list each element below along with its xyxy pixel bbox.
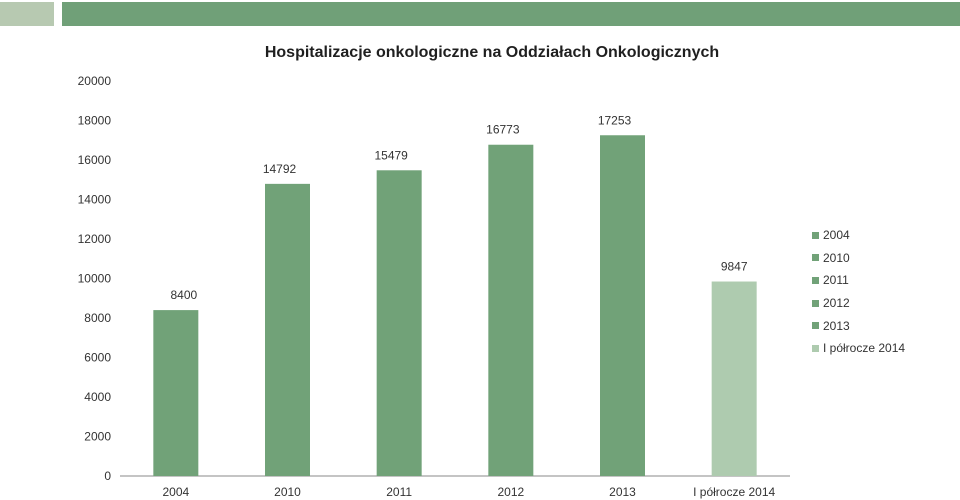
y-tick-label: 0 [104,469,111,483]
bar-2004 [153,310,199,476]
y-tick-label: 8000 [84,311,111,325]
legend-label: I półrocze 2014 [823,341,906,356]
header-banner-left [0,2,54,26]
bars-group: 8400 14792 15479 16773 17253 9847 [153,113,757,477]
data-label: 9847 [721,260,748,274]
legend-swatch [812,276,819,284]
legend-label: 2013 [823,318,850,333]
legend-swatch [812,254,819,262]
header-banner-right [62,2,960,26]
bar-i-półrocze-2014 [711,281,757,476]
x-tick-label: 2013 [609,485,636,499]
legend-swatch [812,344,819,352]
legend-item: 2012 [812,292,905,315]
bar-2013 [600,135,645,477]
data-label: 8400 [170,288,197,302]
legend-swatch [812,322,819,330]
y-tick-label: 20000 [78,74,112,88]
x-tick-label: 2010 [274,485,301,499]
legend-item: 2004 [812,224,905,247]
data-label: 16773 [486,123,520,137]
legend-swatch [812,299,819,307]
legend-label: 2011 [823,273,849,288]
bar-2011 [376,170,422,477]
y-tick-label: 4000 [84,390,111,404]
y-tick-label: 18000 [78,114,112,128]
y-tick-label: 12000 [78,232,112,246]
x-tick-label: 2012 [497,485,524,499]
chart-title: Hospitalizacje onkologiczne na Oddziałac… [264,44,720,61]
legend-item: 2010 [812,247,905,270]
legend-label: 2004 [823,228,850,243]
x-tick-label: 2004 [162,485,189,499]
legend-swatch [812,231,819,239]
y-axis-ticks: 0 2000 4000 6000 8000 10000 12000 14000 16000 180… [78,74,112,483]
legend-label: 2012 [823,296,850,311]
y-tick-label: 14000 [78,193,112,207]
legend-item: 2013 [812,314,905,337]
legend-item: 2011 [812,269,905,292]
x-tick-label: I półrocze 2014 [693,485,775,499]
x-axis-ticks: 2004 2010 2011 2012 2013 I półrocze 2014 [162,485,775,499]
data-label: 17253 [598,113,632,127]
y-tick-label: 16000 [78,153,112,167]
legend-label: 2010 [823,250,850,265]
legend-item: I półrocze 2014 [812,337,905,360]
y-tick-label: 6000 [84,351,111,365]
bar-2010 [265,183,310,476]
chart-legend: 2004 2010 2011 2012 2013 I półrocze 2014 [812,224,905,360]
x-tick-label: 2011 [386,485,412,499]
data-label: 14792 [263,162,297,176]
data-label: 15479 [374,148,408,162]
bar-2012 [488,144,534,476]
y-tick-label: 10000 [78,272,112,286]
y-tick-label: 2000 [84,430,111,444]
